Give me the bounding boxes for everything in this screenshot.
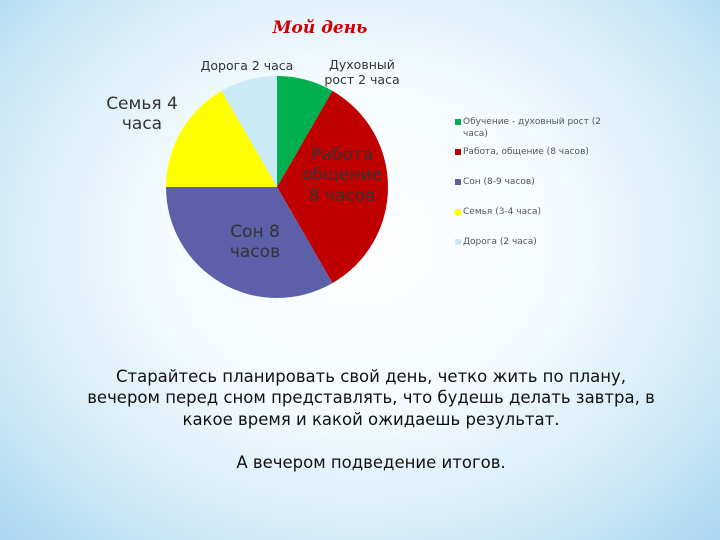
paragraph: А вечером подведение итогов. xyxy=(236,453,506,472)
legend-marker xyxy=(455,149,461,155)
pie-slice xyxy=(166,187,333,298)
legend-label: Работа, общение (8 часов) xyxy=(463,147,589,157)
chart-title: Мой день xyxy=(272,18,368,38)
legend-entry: Семья (3-4 часа) xyxy=(455,206,613,218)
legend-label: Дорога (2 часа) xyxy=(463,237,537,247)
paragraph: Старайтесь планировать свой день, четко … xyxy=(87,367,655,429)
data-label: Дорога 2 часа xyxy=(200,58,294,73)
pie-slice xyxy=(277,76,333,187)
legend-label: Обучение - духовный рост (2 часа) xyxy=(463,117,601,140)
data-label: Сон 8 часов xyxy=(229,222,281,263)
data-label: Духовный рост 2 часа xyxy=(324,57,400,87)
pie-slice xyxy=(221,76,277,187)
legend-entry: Обучение - духовный рост (2 часа) xyxy=(455,116,613,140)
legend-label: Семья (3-4 часа) xyxy=(463,207,542,217)
legend-marker xyxy=(455,119,461,125)
pie-slice xyxy=(277,90,388,284)
legend-entry: Дорога (2 часа) xyxy=(455,236,613,248)
legend-label: Сон (8-9 часов) xyxy=(463,177,535,187)
legend-marker xyxy=(455,209,461,215)
legend-marker xyxy=(455,179,461,185)
legend-entry: Работа, общение (8 часов) xyxy=(455,146,613,158)
legend-marker xyxy=(455,239,461,245)
legend-entry: Сон (8-9 часов) xyxy=(455,176,613,188)
data-label: Семья 4 часа xyxy=(106,94,178,135)
pie-slice xyxy=(166,90,277,187)
data-label: Работа общение 8 часов xyxy=(302,145,382,206)
